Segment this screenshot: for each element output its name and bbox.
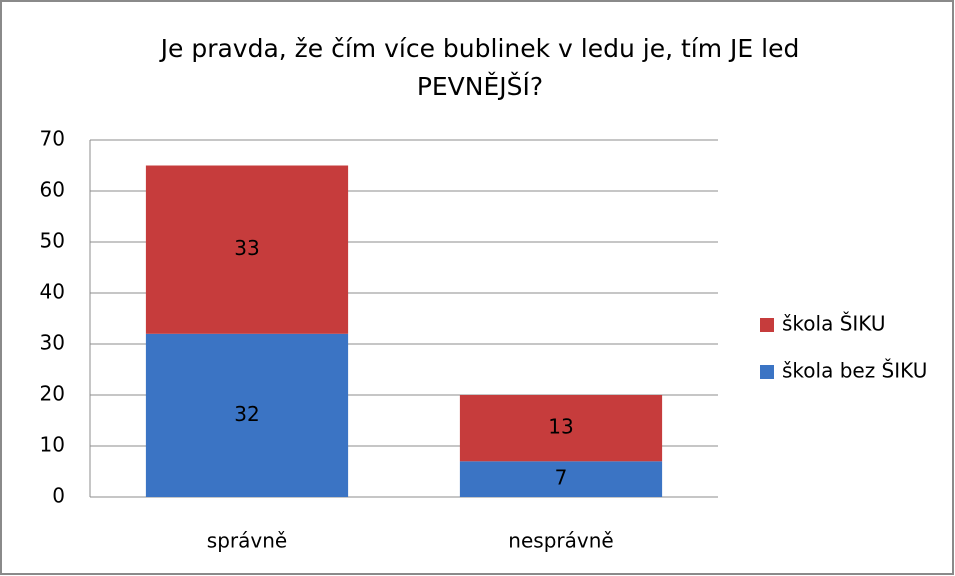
bar-segment xyxy=(459,461,663,497)
y-tick-label: 70 xyxy=(40,127,65,151)
x-tick-label: nesprávně xyxy=(508,529,613,553)
legend-swatch xyxy=(760,365,774,379)
bar-segment xyxy=(145,165,349,334)
y-tick-label: 50 xyxy=(40,229,65,253)
legend-label: škola ŠIKU xyxy=(782,312,886,336)
chart-title: Je pravda, že čím více bublinek v ledu j… xyxy=(160,34,800,101)
bar-segment xyxy=(459,395,663,462)
y-tick-label: 60 xyxy=(40,178,65,202)
legend-label: škola bez ŠIKU xyxy=(782,359,927,383)
y-tick-label: 0 xyxy=(52,484,65,508)
y-tick-label: 20 xyxy=(40,382,65,406)
x-tick-label: správně xyxy=(207,529,287,553)
data-label: 7 xyxy=(555,466,568,490)
y-tick-label: 30 xyxy=(40,331,65,355)
y-tick-label: 40 xyxy=(40,280,65,304)
data-label: 13 xyxy=(548,415,573,439)
data-label: 32 xyxy=(234,402,259,426)
bar-segment xyxy=(145,333,349,497)
y-tick-label: 10 xyxy=(40,433,65,457)
legend-swatch xyxy=(760,318,774,332)
data-label: 33 xyxy=(234,236,259,260)
